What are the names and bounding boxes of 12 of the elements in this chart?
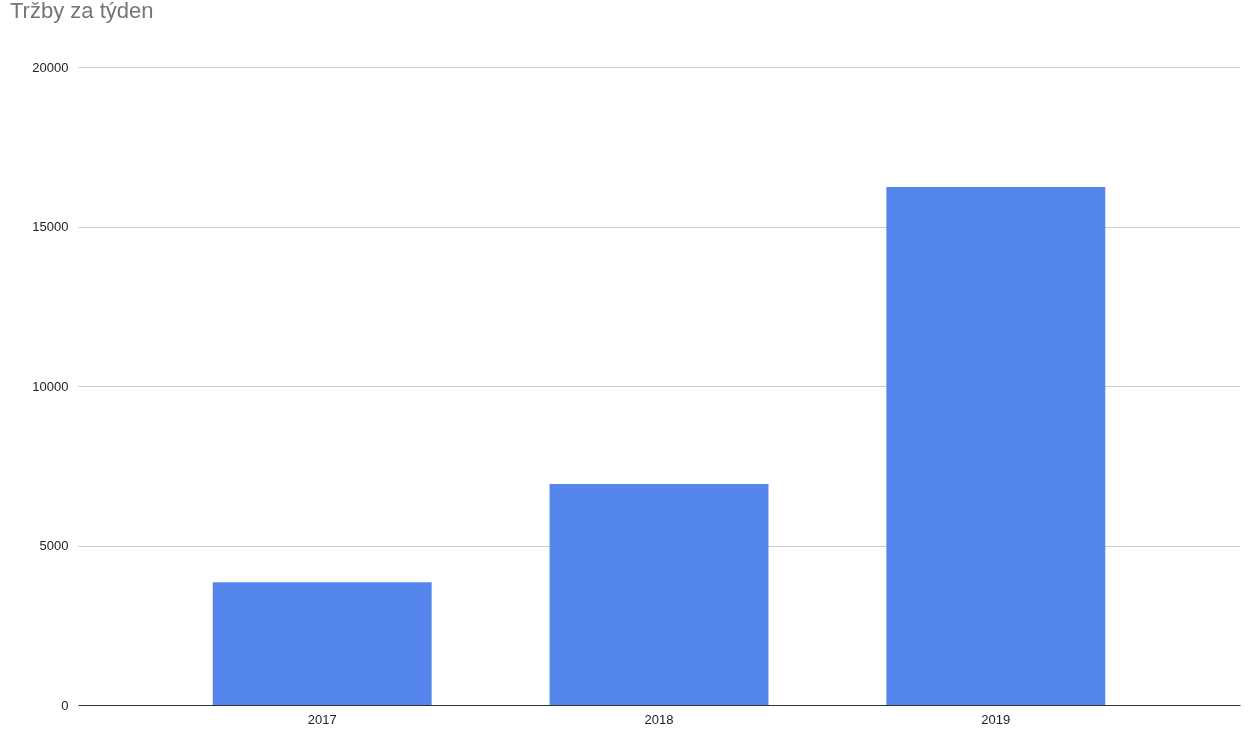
y-tick-label: 10000 — [32, 378, 69, 394]
y-tick-label: 20000 — [32, 59, 69, 75]
y-tick-label: 0 — [61, 697, 69, 713]
x-tick-label: 2018 — [644, 711, 674, 727]
chart-title: Tržby za týden — [10, 0, 154, 23]
bar — [212, 582, 432, 705]
bar — [886, 186, 1106, 705]
x-tick-label: 2019 — [981, 711, 1011, 727]
y-tick-label: 15000 — [32, 219, 69, 234]
bar — [549, 483, 769, 705]
y-tick-label: 5000 — [39, 538, 69, 553]
x-tick-label: 2017 — [307, 711, 337, 727]
